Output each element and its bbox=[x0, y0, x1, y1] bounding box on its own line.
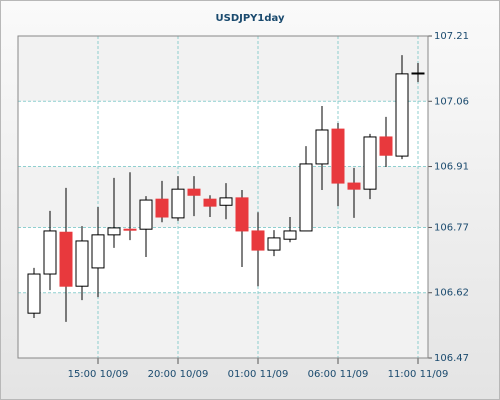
candle-body bbox=[395, 73, 409, 157]
candle-body bbox=[347, 182, 361, 190]
grid-band bbox=[18, 166, 428, 228]
candle-body bbox=[43, 230, 57, 275]
candle-body bbox=[91, 234, 105, 269]
x-tick-label: 11:00 11/09 bbox=[388, 369, 449, 380]
candle-body bbox=[267, 237, 281, 251]
candle-body bbox=[283, 230, 297, 240]
grid-band bbox=[18, 36, 428, 102]
plot-border bbox=[17, 35, 429, 359]
y-tick-label: 106.47 bbox=[434, 353, 469, 364]
x-tick-label: 20:00 10/09 bbox=[148, 369, 209, 380]
candle-body bbox=[299, 163, 313, 232]
candle-body bbox=[219, 197, 233, 206]
x-tick-label: 15:00 10/09 bbox=[68, 369, 129, 380]
grid-band bbox=[18, 292, 428, 358]
candle-body bbox=[155, 198, 169, 218]
candle-body bbox=[411, 72, 425, 75]
candle-body bbox=[363, 136, 377, 190]
candle-body bbox=[187, 188, 201, 196]
x-tick-label: 01:00 11/09 bbox=[228, 369, 289, 380]
chart-title: USDJPY1day bbox=[216, 13, 285, 24]
candle-body bbox=[235, 197, 249, 232]
y-tick-label: 106.77 bbox=[434, 222, 469, 233]
candle-body bbox=[139, 199, 153, 230]
plot-area: 106.47 106.62 106.77 106.91 107.06 107.21 15:0… bbox=[17, 31, 469, 380]
y-tick-label: 106.62 bbox=[434, 288, 469, 299]
candle-body bbox=[27, 273, 41, 314]
candle-body bbox=[107, 227, 121, 236]
candle-body bbox=[315, 129, 329, 165]
candle-body bbox=[203, 198, 217, 207]
candle-body bbox=[75, 240, 89, 287]
candle-body bbox=[171, 188, 185, 219]
x-tick-label: 06:00 11/09 bbox=[308, 369, 369, 380]
candle-body bbox=[251, 230, 265, 251]
y-tick-label: 106.91 bbox=[434, 162, 469, 173]
candle-body bbox=[123, 228, 137, 231]
candle-body bbox=[379, 136, 393, 156]
candle-body bbox=[59, 231, 73, 287]
y-tick-label: 107.06 bbox=[434, 96, 469, 107]
candle-body bbox=[331, 128, 345, 184]
y-tick-label: 107.21 bbox=[434, 31, 469, 42]
